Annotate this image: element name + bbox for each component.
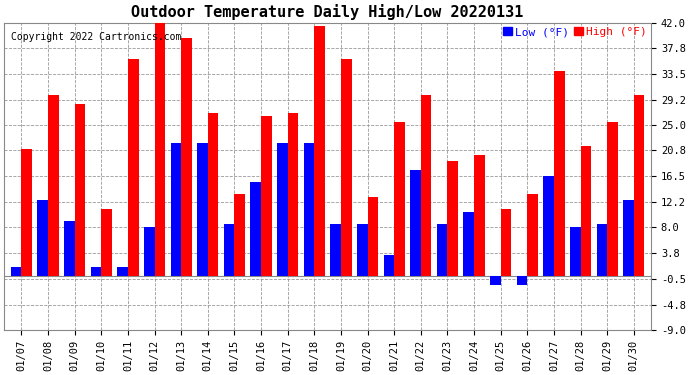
Bar [490,276,501,285]
Bar [554,71,564,276]
Bar [421,95,431,276]
Bar [570,228,580,276]
Bar [261,116,272,276]
Bar [410,170,421,276]
Bar [48,95,59,276]
Bar [623,200,634,276]
Bar [394,122,405,276]
Bar [11,267,21,276]
Bar [304,143,315,276]
Bar [464,212,474,276]
Bar [607,122,618,276]
Bar [474,155,484,276]
Bar [288,113,298,276]
Bar [75,104,86,276]
Bar [128,59,139,276]
Bar [341,59,352,276]
Bar [357,225,368,276]
Bar [543,176,554,276]
Bar [580,146,591,276]
Bar [101,209,112,276]
Bar [597,225,607,276]
Bar [517,276,527,285]
Legend: Low (°F), High (°F): Low (°F), High (°F) [501,25,649,39]
Bar [64,222,75,276]
Bar [447,161,458,276]
Bar [181,38,192,276]
Bar [37,200,48,276]
Bar [527,194,538,276]
Bar [250,182,261,276]
Bar [197,143,208,276]
Bar [90,267,101,276]
Bar [235,194,245,276]
Bar [384,255,394,276]
Bar [21,149,32,276]
Bar [224,225,235,276]
Bar [117,267,128,276]
Bar [170,143,181,276]
Bar [144,228,155,276]
Bar [208,113,219,276]
Bar [634,95,644,276]
Bar [368,197,378,276]
Bar [155,17,165,276]
Text: Copyright 2022 Cartronics.com: Copyright 2022 Cartronics.com [10,32,181,42]
Bar [501,209,511,276]
Bar [331,225,341,276]
Title: Outdoor Temperature Daily High/Low 20220131: Outdoor Temperature Daily High/Low 20220… [132,4,524,20]
Bar [437,225,447,276]
Bar [277,143,288,276]
Bar [315,26,325,276]
